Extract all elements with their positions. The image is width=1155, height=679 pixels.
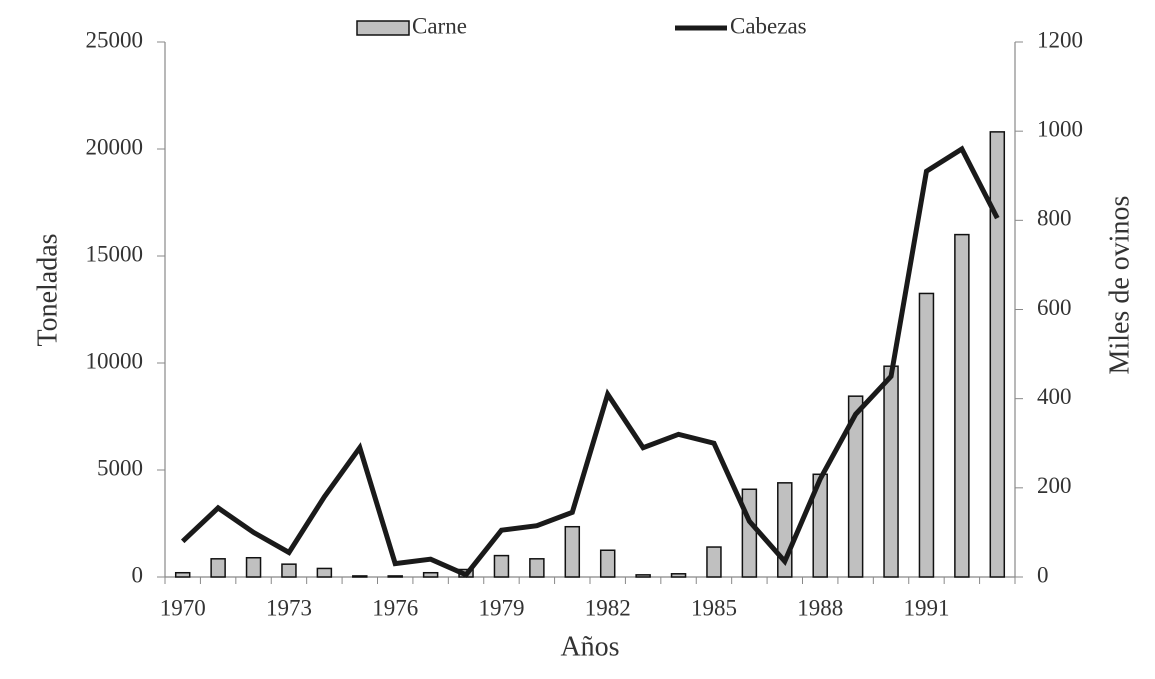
bar xyxy=(635,574,651,578)
y-tick-label: 5000 xyxy=(97,455,143,480)
bar xyxy=(706,546,722,578)
bar xyxy=(352,575,368,578)
y2-tick-label: 0 xyxy=(1037,562,1049,587)
x-tick-label: 1979 xyxy=(478,595,524,620)
y2-tick-label: 1000 xyxy=(1037,116,1083,141)
bar xyxy=(174,571,191,578)
bar xyxy=(245,556,262,578)
x-tick-label: 1976 xyxy=(372,595,418,620)
y2-tick-label: 400 xyxy=(1037,384,1072,409)
y-axis-title: Toneladas xyxy=(32,233,63,346)
y-tick-label: 25000 xyxy=(86,27,144,52)
y-tick-label: 10000 xyxy=(86,348,144,373)
bar xyxy=(387,575,403,578)
y2-tick-label: 800 xyxy=(1037,206,1072,231)
bar xyxy=(281,563,297,578)
y-tick-label: 0 xyxy=(132,562,144,587)
bar xyxy=(564,525,581,578)
y2-tick-label: 200 xyxy=(1037,473,1072,498)
legend-swatch xyxy=(356,20,410,36)
y2-axis-title: Miles de ovinos xyxy=(1104,196,1135,375)
bar xyxy=(883,365,899,578)
bar xyxy=(989,131,1006,578)
bar xyxy=(529,558,545,578)
legend-label: Cabezas xyxy=(730,13,807,38)
x-tick-label: 1970 xyxy=(160,595,206,620)
line xyxy=(180,145,1000,578)
y-tick-label: 15000 xyxy=(86,241,144,266)
legend-label: Carne xyxy=(412,13,467,38)
x-axis-title: Años xyxy=(560,631,619,662)
x-tick-label: 1982 xyxy=(585,595,631,620)
bar xyxy=(210,558,226,578)
x-tick-label: 1985 xyxy=(691,595,737,620)
y-tick-label: 20000 xyxy=(86,134,144,159)
x-tick-label: 1973 xyxy=(266,595,312,620)
x-tick-label: 1991 xyxy=(903,595,949,620)
y2-tick-label: 600 xyxy=(1037,295,1072,320)
bar xyxy=(422,571,439,578)
bar xyxy=(670,573,687,578)
x-tick-label: 1988 xyxy=(797,595,843,620)
bar xyxy=(954,233,970,578)
bar xyxy=(918,292,935,578)
bar xyxy=(847,395,864,578)
bar xyxy=(493,554,510,578)
y2-tick-label: 1200 xyxy=(1037,27,1083,52)
bar xyxy=(741,488,758,578)
bar xyxy=(599,549,616,578)
bar xyxy=(316,567,333,578)
